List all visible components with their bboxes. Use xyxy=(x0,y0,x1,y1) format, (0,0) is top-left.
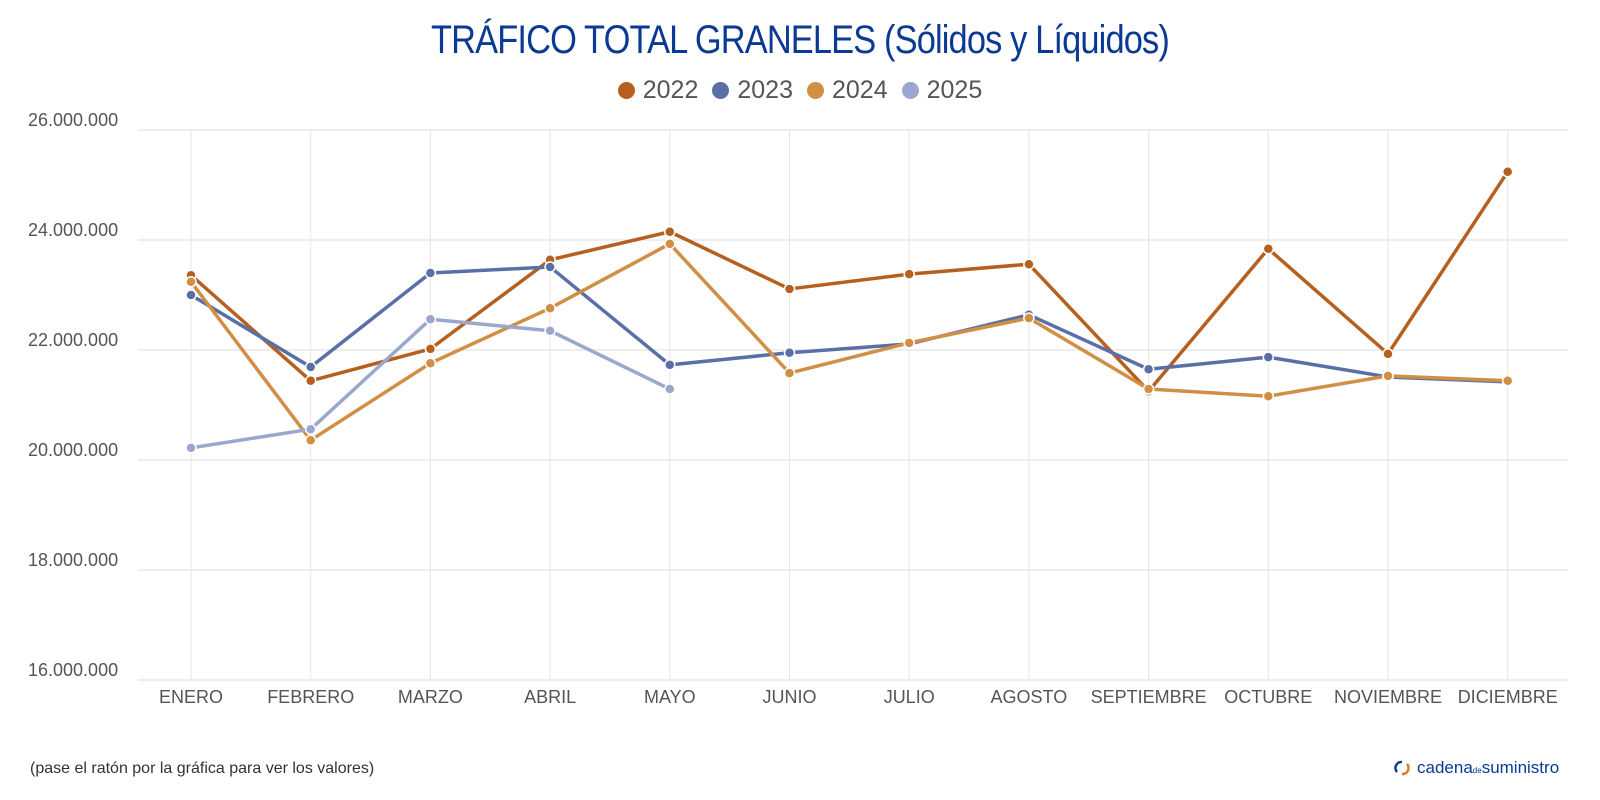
data-point-2022[interactable] xyxy=(783,283,796,295)
legend-item[interactable]: 2025 xyxy=(901,76,983,105)
x-tick-label: DICIEMBRE xyxy=(1458,687,1558,707)
legend-label: 2022 xyxy=(642,76,699,104)
data-point-2024[interactable] xyxy=(304,434,317,446)
x-tick-label: SEPTIEMBRE xyxy=(1091,687,1207,707)
brand-text-end: suministro xyxy=(1481,758,1560,777)
x-tick-label: NOVIEMBRE xyxy=(1334,687,1442,707)
y-tick-label: 22.000.000 xyxy=(28,330,118,350)
data-point-2022[interactable] xyxy=(903,268,915,280)
data-point-2024[interactable] xyxy=(1501,375,1514,387)
data-point-2022[interactable] xyxy=(424,343,437,355)
data-point-2023[interactable] xyxy=(544,261,556,273)
legend-marker-icon xyxy=(901,82,919,99)
data-point-2024[interactable] xyxy=(664,238,676,250)
series-line-2024 xyxy=(189,242,1508,442)
data-point-2023[interactable] xyxy=(1262,351,1275,363)
x-tick-label: ENERO xyxy=(159,687,223,707)
data-point-2022[interactable] xyxy=(1262,243,1275,255)
legend-marker-icon xyxy=(617,82,635,99)
data-point-2025[interactable] xyxy=(185,442,197,454)
legend-item[interactable]: 2022 xyxy=(617,76,699,105)
legend-label: 2023 xyxy=(737,76,793,104)
data-point-2024[interactable] xyxy=(185,276,197,288)
y-tick-label: 26.000.000 xyxy=(28,110,118,130)
data-point-2024[interactable] xyxy=(1262,390,1275,402)
y-tick-label: 18.000.000 xyxy=(28,550,118,570)
brand-text-small: de xyxy=(1472,766,1482,775)
data-point-2024[interactable] xyxy=(783,367,796,379)
data-point-2023[interactable] xyxy=(1142,363,1155,375)
data-point-2025[interactable] xyxy=(664,383,676,395)
x-tick-label: JUNIO xyxy=(763,687,817,707)
data-point-2024[interactable] xyxy=(1382,370,1394,382)
data-point-2024[interactable] xyxy=(1142,383,1155,395)
x-tick-label: JULIO xyxy=(884,687,935,707)
x-tick-label: FEBRERO xyxy=(267,687,354,707)
series-line-2022 xyxy=(189,170,1510,393)
data-point-2025[interactable] xyxy=(424,313,437,325)
legend-label: 2025 xyxy=(926,76,983,104)
legend: 2022 2023 2024 2025 xyxy=(0,76,1600,105)
legend-label: 2024 xyxy=(832,76,888,104)
brand-icon xyxy=(1394,760,1410,776)
data-point-2024[interactable] xyxy=(1023,312,1035,324)
data-point-2022[interactable] xyxy=(1382,348,1394,360)
y-tick-label: 24.000.000 xyxy=(28,220,118,240)
data-point-2024[interactable] xyxy=(424,357,437,369)
x-tick-label: MAYO xyxy=(644,687,696,707)
legend-marker-icon xyxy=(712,82,730,99)
y-tick-label: 20.000.000 xyxy=(28,440,118,460)
x-tick-label: AGOSTO xyxy=(991,687,1068,707)
data-point-2023[interactable] xyxy=(664,359,676,371)
series-line-2023 xyxy=(190,265,1508,384)
hover-note: (pase el ratón por la gráfica para ver l… xyxy=(30,760,375,777)
data-point-2024[interactable] xyxy=(903,337,915,349)
data-point-2023[interactable] xyxy=(304,361,317,373)
x-tick-label: ABRIL xyxy=(524,687,576,707)
brand-logo: cadenadesuministro xyxy=(1393,758,1559,778)
legend-item[interactable]: 2024 xyxy=(807,76,888,105)
legend-marker-icon xyxy=(807,82,824,99)
data-point-2025[interactable] xyxy=(544,325,556,337)
chart-title: TRÁFICO TOTAL GRANELES (Sólidos y Líquid… xyxy=(431,18,1170,62)
data-point-2025[interactable] xyxy=(304,423,317,435)
y-tick-label: 16.000.000 xyxy=(28,660,118,680)
data-point-2024[interactable] xyxy=(544,302,556,314)
data-point-2022[interactable] xyxy=(1023,258,1035,270)
data-point-2022[interactable] xyxy=(664,226,676,238)
data-point-2023[interactable] xyxy=(185,289,197,301)
legend-item[interactable]: 2023 xyxy=(712,76,793,105)
data-point-2023[interactable] xyxy=(783,347,796,359)
data-point-2022[interactable] xyxy=(304,375,317,387)
data-point-2022[interactable] xyxy=(1501,166,1514,178)
data-point-2023[interactable] xyxy=(424,267,437,279)
x-tick-label: MARZO xyxy=(398,687,463,707)
x-tick-label: OCTUBRE xyxy=(1224,687,1312,707)
brand-text: cadena xyxy=(1417,758,1473,777)
